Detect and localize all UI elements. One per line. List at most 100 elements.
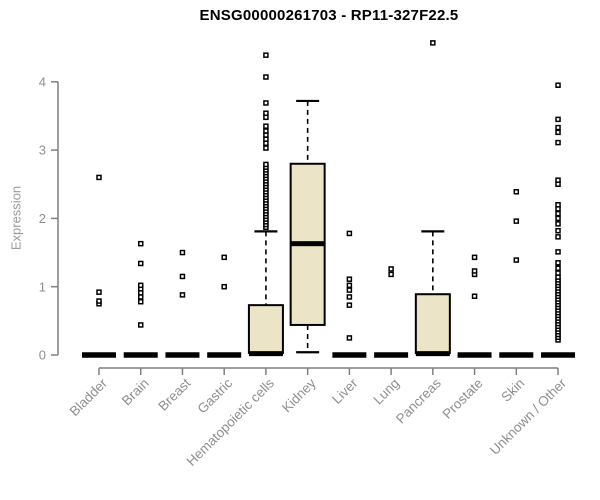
outlier-point xyxy=(137,240,144,247)
outlier-point xyxy=(179,292,186,298)
outlier-point xyxy=(555,129,561,136)
outlier-point xyxy=(388,271,394,278)
x-tick-label: Lung xyxy=(370,376,402,408)
outlier-point xyxy=(555,227,561,234)
y-tick-label: 0 xyxy=(39,348,46,363)
median-line xyxy=(332,352,367,358)
outlier-point xyxy=(513,257,520,263)
outlier-point xyxy=(221,254,227,261)
outlier-point xyxy=(221,283,227,290)
box-group xyxy=(82,174,116,358)
outlier-point xyxy=(555,265,561,272)
outlier-point xyxy=(555,201,561,208)
outlier-point xyxy=(555,124,561,131)
outlier-point xyxy=(263,74,269,80)
outlier-point xyxy=(179,249,186,256)
outlier-point xyxy=(263,145,269,151)
box-group xyxy=(207,254,242,358)
outlier-point xyxy=(96,289,102,295)
x-tick-label: Prostate xyxy=(440,376,486,422)
y-tick-label: 1 xyxy=(39,279,46,294)
outlier-point xyxy=(555,82,561,88)
y-axis: 0 1 2 3 4 xyxy=(39,74,59,363)
x-tick-label: Bladder xyxy=(67,375,111,419)
outlier-point xyxy=(263,128,269,134)
box-group xyxy=(499,189,534,358)
outlier-point xyxy=(263,100,269,106)
y-tick-label: 2 xyxy=(39,211,46,226)
x-tick-label: Liver xyxy=(329,375,361,407)
outlier-point xyxy=(555,249,561,255)
box-group xyxy=(457,254,492,358)
outlier-point xyxy=(555,270,561,276)
box-group xyxy=(165,249,200,358)
outlier-point xyxy=(137,260,144,267)
outlier-point xyxy=(263,161,269,168)
median-line xyxy=(457,352,492,358)
median-line xyxy=(123,352,158,358)
outlier-point xyxy=(263,52,269,58)
box-group xyxy=(374,266,409,358)
outlier-point xyxy=(555,177,561,183)
outlier-point xyxy=(555,210,561,217)
box-group xyxy=(123,240,158,358)
outlier-point xyxy=(388,266,394,272)
x-tick-label: Skin xyxy=(498,376,527,405)
x-tick-label: Gastric xyxy=(194,375,235,416)
median-line xyxy=(165,352,200,358)
box-group xyxy=(289,99,326,354)
box xyxy=(414,293,451,354)
median-line xyxy=(374,352,409,358)
outlier-point xyxy=(555,221,561,227)
outlier-point xyxy=(263,123,269,129)
outlier-point xyxy=(96,298,102,304)
box-group xyxy=(541,82,576,358)
outlier-point xyxy=(430,40,436,46)
outlier-point xyxy=(96,174,102,181)
outlier-point xyxy=(555,215,561,222)
outlier-point xyxy=(137,298,144,305)
outlier-point xyxy=(346,282,353,289)
outlier-point xyxy=(555,234,561,240)
x-tick-label: Kidney xyxy=(279,375,319,415)
outlier-point xyxy=(263,110,269,116)
outlier-point xyxy=(137,322,144,328)
outlier-point xyxy=(471,254,478,261)
outlier-point xyxy=(346,335,353,341)
outlier-point xyxy=(471,293,478,300)
outlier-point xyxy=(346,276,353,282)
y-tick-label: 3 xyxy=(39,143,46,158)
outlier-point xyxy=(513,218,520,224)
y-tick-label: 4 xyxy=(39,74,46,89)
outlier-point xyxy=(346,230,353,237)
outlier-point xyxy=(137,282,144,289)
box-group xyxy=(332,230,367,358)
chart-title: ENSG00000261703 - RP11-327F22.5 xyxy=(199,7,459,24)
median-line xyxy=(541,352,576,358)
outlier-point xyxy=(555,139,561,146)
outlier-point xyxy=(513,189,520,195)
outlier-point xyxy=(346,302,353,308)
x-tick-label: Pancreas xyxy=(393,375,444,426)
median-line xyxy=(82,352,116,358)
outlier-point xyxy=(179,273,186,280)
outlier-point xyxy=(471,268,478,274)
x-tick-label: Breast xyxy=(155,375,193,413)
outlier-point xyxy=(346,294,353,300)
median-line xyxy=(290,241,325,247)
outlier-point xyxy=(555,116,561,123)
box xyxy=(247,304,284,354)
median-line xyxy=(207,352,242,358)
median-line xyxy=(499,352,534,358)
median-line xyxy=(248,351,283,357)
box-group xyxy=(414,40,451,357)
median-line xyxy=(415,351,450,357)
x-tick-label: Unknown / Other xyxy=(487,375,570,458)
outlier-point xyxy=(346,287,353,293)
box-group xyxy=(247,52,284,357)
x-tick-label: Brain xyxy=(119,376,152,409)
outlier-point xyxy=(555,260,561,266)
